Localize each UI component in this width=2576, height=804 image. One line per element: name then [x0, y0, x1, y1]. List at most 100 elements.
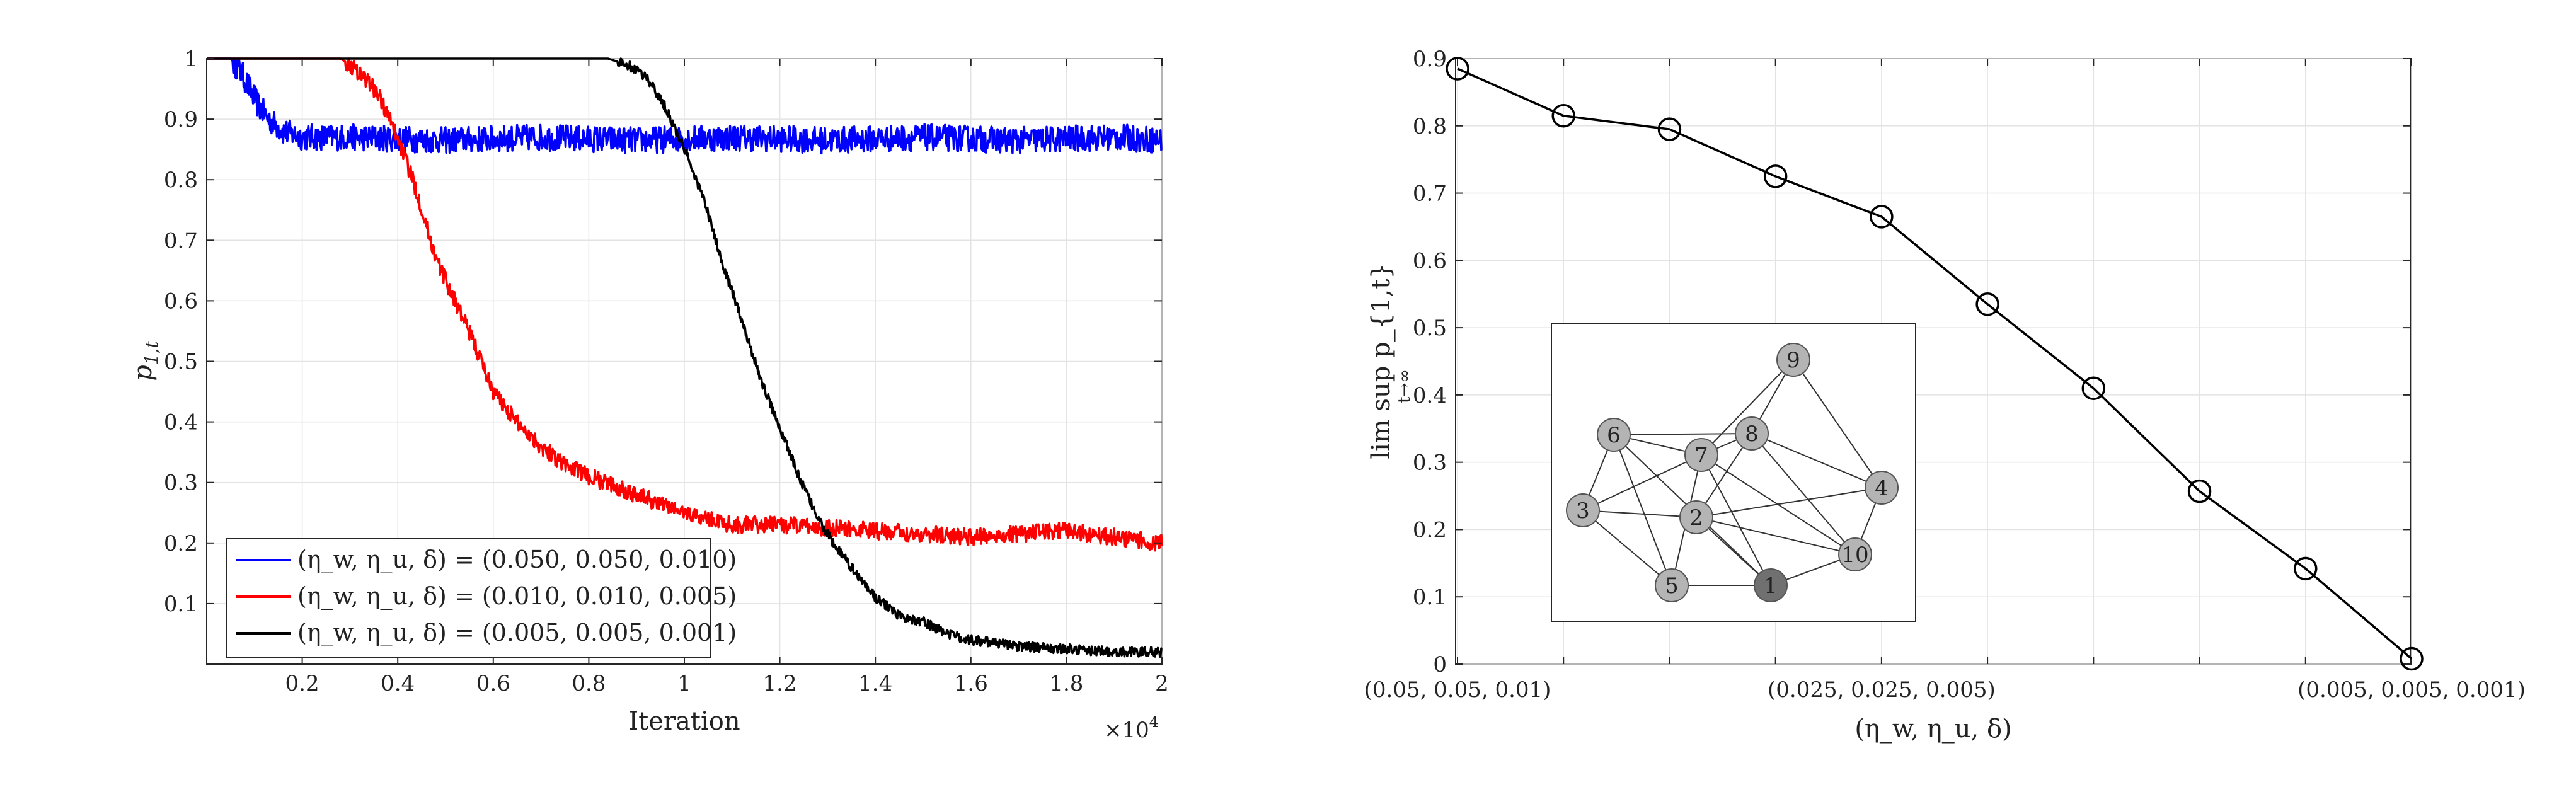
left-chart: 0.2 0.4 0.6 0.8 1 1.2 1.4 1.6 1.8 2 0.10.20.30.40… — [129, 47, 1169, 743]
inset-edge — [1613, 434, 1672, 586]
inset-node — [1566, 493, 1600, 527]
inset-node — [1776, 343, 1810, 377]
right-y-tick-label: 0.2 — [1413, 517, 1447, 543]
right-y-axis-label: lim sup p_{1,t} t→∞ — [1367, 263, 1414, 459]
inset-node — [1679, 500, 1713, 534]
left-x-exponent-power: 4 — [1149, 713, 1159, 731]
left-x-tick-label: 1 — [677, 671, 691, 696]
left-y-axis-label: p1,t — [129, 340, 162, 381]
inset-node-label: 4 — [1875, 476, 1889, 501]
left-y-tick-label: 1 — [184, 47, 198, 72]
left-x-tick-label: 0.6 — [476, 671, 510, 696]
inset-node — [1597, 418, 1631, 452]
legend: (η_w, η_u, δ) = (0.050, 0.050, 0.010) (η… — [226, 538, 737, 658]
right-y-tick-label: 0 — [1433, 652, 1447, 677]
right-data-point — [1551, 104, 1575, 128]
left-y-tick-label: 0.8 — [164, 168, 198, 193]
inset-node — [1684, 438, 1718, 472]
left-y-ticks: 0.1 0.2 0.3 0.4 0.5 0.6 0.7 0.8 0.9 1 — [164, 47, 1162, 617]
right-y-tick-label: 0.1 — [1413, 585, 1447, 610]
right-y-ticks: 0 0.1 0.2 0.3 0.4 0.5 0.6 0.7 0.8 0.9 — [1413, 47, 2411, 677]
left-x-tick-label: 0.4 — [381, 671, 415, 696]
legend-entry-red: (η_w, η_u, δ) = (0.010, 0.010, 0.005) — [297, 582, 737, 611]
right-series-line — [1457, 67, 2413, 660]
inset-node-label: 9 — [1786, 348, 1800, 373]
right-y-axis-label-main: lim sup p_{1,t} — [1367, 263, 1396, 459]
inset-edge — [1701, 454, 1771, 586]
inset-edge — [1793, 359, 1882, 488]
inset-edge — [1582, 510, 1672, 586]
right-x-ticks: (0.05, 0.05, 0.01) (0.025, 0.025, 0.005) (… — [1364, 59, 2526, 703]
right-data-point — [1763, 164, 1788, 188]
inset-edge — [1582, 454, 1702, 511]
inset-box — [1551, 323, 1916, 622]
inset-node-label: 10 — [1841, 543, 1868, 568]
left-x-exponent: ×104 — [1104, 713, 1159, 743]
right-data-point — [1975, 292, 1999, 316]
inset-edge — [1696, 517, 1856, 555]
left-x-tick-label: 1.8 — [1049, 671, 1083, 696]
right-data-point — [2400, 646, 2424, 671]
graph-inset: 1 2 3 4 5 6 7 8 9 10 — [1551, 323, 1916, 622]
left-x-tick-label: 1.4 — [858, 671, 892, 696]
left-y-tick-label: 0.3 — [164, 471, 198, 496]
left-x-exponent-base: ×10 — [1104, 718, 1149, 743]
inset-node-label: 2 — [1689, 505, 1703, 531]
left-y-tick-label: 0.7 — [164, 228, 198, 253]
right-data-point — [2294, 556, 2318, 581]
inset-edge — [1701, 359, 1794, 456]
left-y-axis-label-sub: 1,t — [141, 340, 162, 365]
right-y-tick-label: 0.6 — [1413, 248, 1447, 273]
inset-nodes: 1 2 3 4 5 6 7 8 9 10 — [1566, 343, 1899, 602]
right-y-tick-label: 0.9 — [1413, 47, 1447, 72]
left-x-tick-label: 2 — [1155, 671, 1169, 696]
right-x-tick-label: (0.005, 0.005, 0.001) — [2297, 677, 2526, 703]
inset-node — [1754, 568, 1788, 602]
right-chart: (0.05, 0.05, 0.01) (0.025, 0.025, 0.005) (… — [1364, 47, 2526, 744]
right-y-axis-label-sub: t→∞ — [1395, 369, 1414, 403]
left-y-tick-label: 0.2 — [164, 531, 198, 556]
inset-edge — [1613, 433, 1752, 435]
inset-edge — [1696, 487, 1882, 518]
right-series — [1446, 57, 2424, 671]
left-x-axis-label: Iteration — [628, 707, 740, 736]
legend-entry-blue: (η_w, η_u, δ) = (0.050, 0.050, 0.010) — [297, 546, 737, 574]
left-series-line-1 — [206, 57, 1163, 552]
right-data-point — [1870, 205, 1894, 229]
right-x-tick-label: (0.025, 0.025, 0.005) — [1768, 677, 1996, 703]
right-x-tick-label: (0.05, 0.05, 0.01) — [1364, 677, 1551, 703]
left-y-tick-label: 0.1 — [164, 592, 198, 617]
left-y-tick-label: 0.9 — [164, 107, 198, 132]
left-x-tick-label: 0.2 — [285, 671, 319, 696]
inset-node — [1838, 537, 1872, 571]
inset-edge — [1701, 454, 1856, 555]
left-series-line-2 — [206, 57, 1163, 658]
right-data-point — [1657, 117, 1682, 141]
inset-edge — [1751, 433, 1856, 555]
legend-box — [226, 538, 711, 658]
right-data-point — [2187, 479, 2212, 503]
inset-node-label: 7 — [1694, 443, 1708, 468]
left-y-tick-label: 0.6 — [164, 289, 198, 314]
left-series — [206, 57, 1163, 658]
left-y-tick-label: 0.4 — [164, 410, 198, 435]
right-y-tick-label: 0.8 — [1413, 114, 1447, 139]
inset-edge — [1751, 433, 1882, 488]
left-y-tick-label: 0.5 — [164, 350, 198, 375]
left-x-tick-label: 1.6 — [954, 671, 988, 696]
inset-node-label: 6 — [1607, 423, 1621, 448]
inset-node-label: 5 — [1665, 573, 1679, 599]
right-y-tick-label: 0.3 — [1413, 451, 1447, 476]
right-y-tick-label: 0.4 — [1413, 383, 1447, 408]
inset-node — [1735, 416, 1769, 451]
right-data-point — [2081, 376, 2106, 400]
inset-node — [1655, 568, 1689, 602]
right-data-point — [1446, 57, 1469, 81]
right-y-tick-label: 0.7 — [1413, 181, 1447, 207]
inset-node-label: 1 — [1764, 573, 1778, 599]
inset-edge — [1582, 510, 1697, 518]
left-x-tick-label: 0.8 — [572, 671, 606, 696]
right-x-axis-label: (η_w, η_u, δ) — [1854, 715, 2011, 744]
left-x-ticks: 0.2 0.4 0.6 0.8 1 1.2 1.4 1.6 1.8 2 — [285, 59, 1169, 696]
